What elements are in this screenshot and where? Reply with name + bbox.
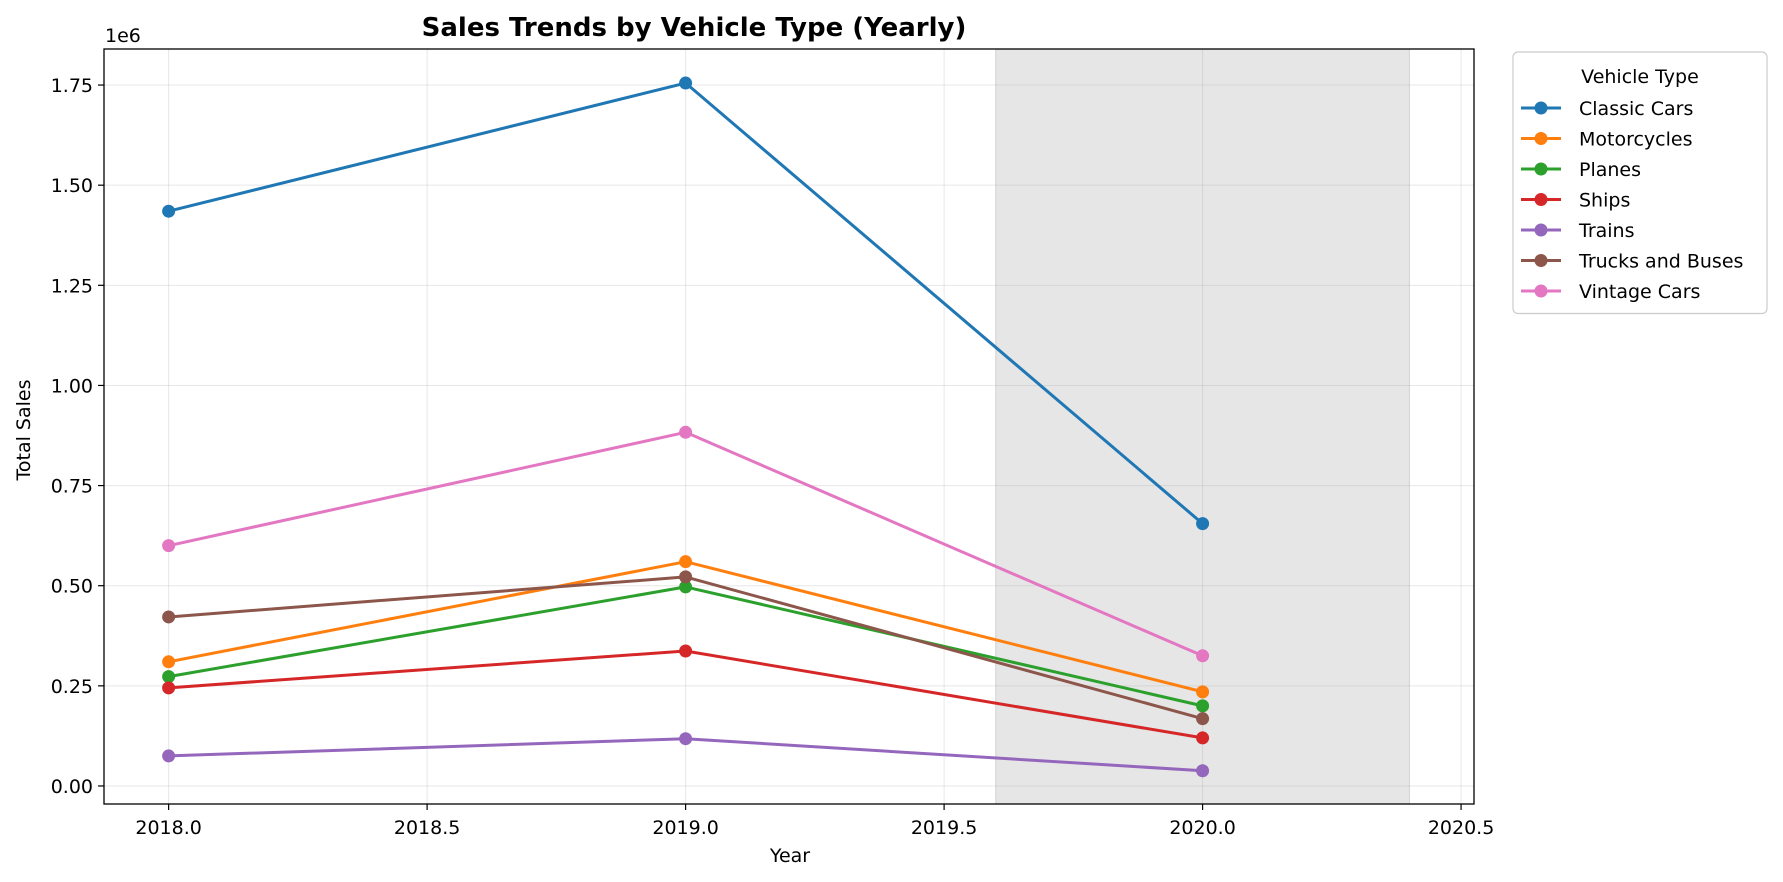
data-point — [679, 580, 693, 594]
y-tick-label: 0.50 — [51, 576, 93, 598]
legend-swatch-marker — [1534, 162, 1548, 176]
x-tick-label: 2019.5 — [911, 817, 977, 839]
data-point — [679, 732, 693, 746]
chart-title: Sales Trends by Vehicle Type (Yearly) — [422, 13, 967, 43]
legend-box — [1512, 51, 1768, 315]
x-tick-label: 2018.0 — [135, 817, 201, 839]
y-axis-label: Total Sales — [13, 380, 35, 482]
data-point — [679, 570, 693, 584]
legend-item: Classic Cars — [1521, 98, 1693, 120]
legend-label: Ships — [1579, 190, 1630, 212]
series-trains — [162, 732, 1210, 778]
legend-item: Trucks and Buses — [1521, 251, 1743, 273]
x-tick-label: 2020.5 — [1428, 817, 1494, 839]
legend-label: Trains — [1578, 220, 1635, 242]
legend-label: Trucks and Buses — [1578, 251, 1743, 273]
legend-swatch-marker — [1534, 254, 1548, 267]
data-point — [1196, 517, 1210, 531]
data-point — [162, 749, 176, 763]
y-tick-label: 1.00 — [51, 375, 93, 397]
series-ships — [162, 644, 1210, 745]
legend-label: Vintage Cars — [1579, 281, 1700, 303]
legend-item: Ships — [1521, 190, 1630, 212]
y-tick-label: 1.50 — [51, 175, 93, 197]
data-point — [679, 555, 693, 569]
data-point — [162, 655, 176, 669]
legend-swatch-marker — [1534, 284, 1548, 298]
data-point — [1196, 764, 1210, 778]
plot-area-frame — [103, 48, 1475, 805]
data-point — [162, 539, 176, 553]
data-point — [679, 76, 693, 90]
x-tick-label: 2019.0 — [652, 817, 718, 839]
x-tick-label: 2018.5 — [394, 817, 460, 839]
x-axis-label: Year — [769, 845, 810, 867]
legend-label: Planes — [1579, 159, 1641, 181]
data-point — [1196, 731, 1210, 745]
legend-swatch-marker — [1534, 223, 1548, 237]
data-point — [1196, 699, 1210, 713]
data-point — [162, 681, 176, 695]
legend-swatch-marker — [1534, 101, 1548, 115]
data-point — [162, 670, 176, 684]
series-planes — [162, 580, 1210, 713]
y-tick-label: 1.25 — [51, 275, 93, 297]
shaded-region — [995, 48, 1410, 805]
series-classic-cars — [162, 76, 1210, 531]
y-offset-label: 1e6 — [105, 25, 141, 47]
legend-item: Vintage Cars — [1521, 281, 1700, 303]
legend-label: Motorcycles — [1579, 129, 1693, 151]
legend-item: Trains — [1521, 220, 1635, 242]
series-vintage-cars — [162, 425, 1210, 663]
data-point — [1196, 685, 1210, 699]
legend-swatch-marker — [1534, 132, 1548, 145]
legend-item: Planes — [1521, 159, 1641, 181]
legend-title: Vehicle Type — [1581, 66, 1699, 88]
legend-swatch-marker — [1534, 193, 1548, 206]
data-point — [162, 610, 176, 624]
y-tick-label: 1.75 — [51, 75, 93, 97]
y-tick-label: 0.75 — [51, 476, 93, 498]
series-motorcycles — [162, 555, 1210, 699]
data-point — [162, 204, 176, 218]
data-point — [679, 425, 693, 439]
legend-item: Motorcycles — [1521, 129, 1693, 151]
data-point — [1196, 649, 1210, 663]
y-tick-label: 0.00 — [51, 776, 93, 798]
x-tick-label: 2020.0 — [1169, 817, 1235, 839]
data-point — [1196, 712, 1210, 726]
series-trucks-and-buses — [162, 570, 1210, 726]
data-point — [679, 644, 693, 658]
y-tick-label: 0.25 — [51, 676, 93, 698]
legend-label: Classic Cars — [1579, 98, 1693, 120]
